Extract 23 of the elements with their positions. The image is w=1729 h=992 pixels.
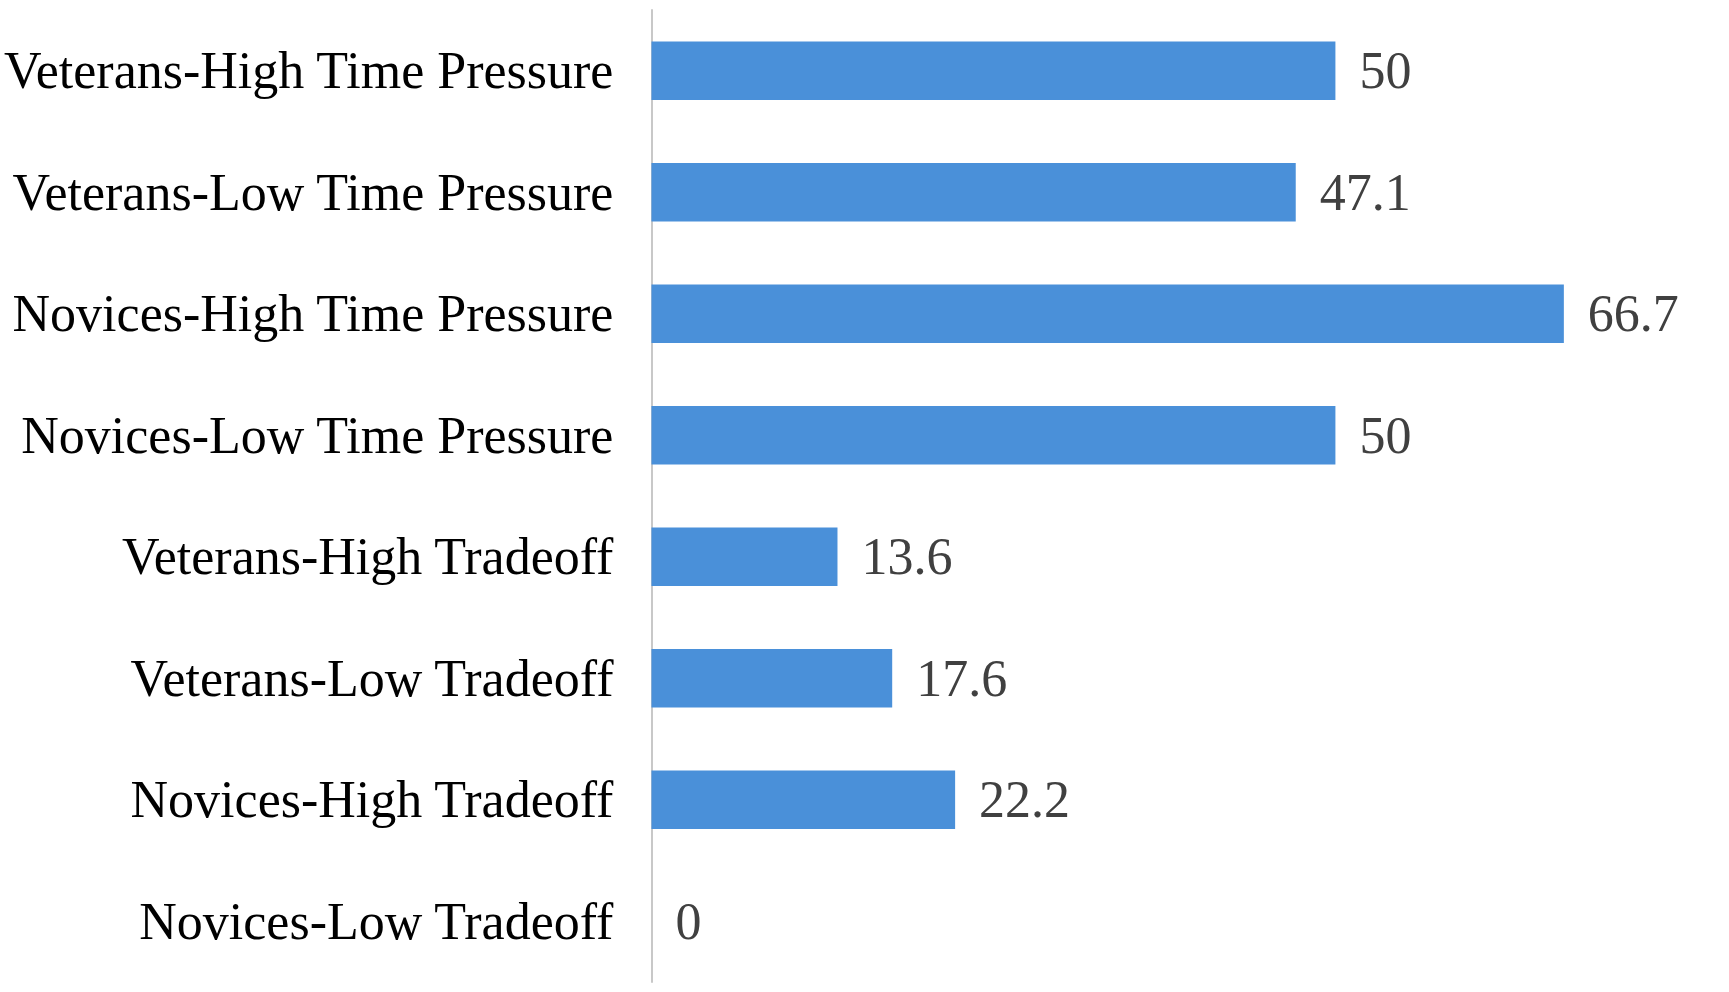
- data-label: 17.6: [916, 649, 1008, 707]
- bar: [651, 406, 1336, 465]
- data-label: 0: [675, 892, 702, 950]
- bar: [651, 163, 1296, 222]
- data-label: 47.1: [1319, 163, 1411, 221]
- y-tick-label: Novices-Low Tradeoff: [139, 892, 615, 950]
- data-label: 13.6: [861, 528, 953, 586]
- data-label: 50: [1359, 42, 1412, 100]
- data-label: 50: [1359, 406, 1412, 464]
- data-label: 66.7: [1587, 285, 1679, 343]
- bar: [651, 649, 893, 708]
- y-tick-label: Novices-Low Time Pressure: [21, 406, 614, 464]
- y-tick-label: Veterans-High Time Pressure: [3, 42, 614, 100]
- y-tick-label: Veterans-Low Time Pressure: [12, 163, 614, 221]
- data-label: 22.2: [979, 771, 1071, 829]
- y-tick-label: Veterans-Low Tradeoff: [130, 649, 615, 707]
- y-tick-label: Novices-High Tradeoff: [130, 771, 615, 829]
- bar: [651, 770, 956, 829]
- y-tick-label: Novices-High Time Pressure: [12, 285, 614, 343]
- bar: [651, 41, 1336, 100]
- bar: [651, 284, 1564, 343]
- bar: [651, 527, 838, 586]
- y-tick-label: Veterans-High Tradeoff: [121, 528, 615, 586]
